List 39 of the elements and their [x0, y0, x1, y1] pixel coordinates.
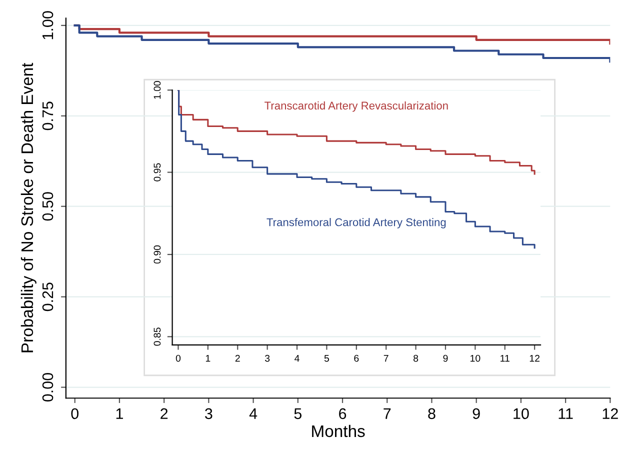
x-tick-label: 8 — [428, 408, 436, 420]
x-tick-label: 10 — [514, 408, 529, 420]
y-tick-label: 1.00 — [154, 81, 161, 99]
x-tick-label: 11 — [500, 354, 510, 362]
x-tick-label: 3 — [205, 408, 212, 420]
x-tick-label: 2 — [160, 408, 168, 419]
x-tick-label: 0 — [176, 354, 181, 362]
x-tick-label: 1 — [206, 354, 210, 362]
y-tick-label: 1.00 — [42, 11, 54, 40]
x-tick-label: 4 — [294, 354, 300, 362]
series-label: Transcarotid Artery Revascularization — [264, 101, 448, 112]
x-tick-label: 5 — [324, 354, 330, 362]
x-tick-label: 4 — [249, 408, 258, 419]
y-tick-label: 0.85 — [154, 328, 161, 346]
x-tick-label: 7 — [384, 354, 388, 362]
x-tick-label: 8 — [414, 354, 418, 362]
x-tick-label: 9 — [443, 354, 448, 362]
x-tick-label: 12 — [530, 354, 540, 362]
x-tick-label: 0 — [71, 408, 79, 420]
x-tick-label: 1 — [116, 408, 123, 419]
x-tick-label: 6 — [354, 354, 359, 362]
x-tick-label: 12 — [602, 408, 618, 419]
y-tick-label: 0.25 — [42, 282, 54, 312]
y-tick-label: 0.50 — [42, 192, 54, 221]
x-tick-label: 9 — [472, 408, 480, 420]
x-tick-label: 10 — [470, 354, 480, 362]
y-tick-label: 0.00 — [42, 373, 54, 402]
x-axis-title: Months — [312, 424, 365, 438]
y-tick-label: 0.90 — [154, 245, 161, 264]
x-tick-label: 7 — [384, 408, 391, 419]
x-tick-label: 5 — [294, 408, 302, 420]
y-axis-title: Probability of No Stroke or Death Event — [20, 62, 36, 352]
x-tick-label: 11 — [558, 408, 573, 419]
series-label: Transfemoral Carotid Artery Stenting — [266, 218, 446, 228]
y-tick-label: 0.75 — [42, 102, 54, 130]
x-tick-label: 6 — [339, 408, 346, 420]
x-tick-label: 2 — [235, 354, 240, 362]
y-tick-label: 0.95 — [154, 163, 161, 182]
x-tick-label: 3 — [264, 354, 270, 362]
